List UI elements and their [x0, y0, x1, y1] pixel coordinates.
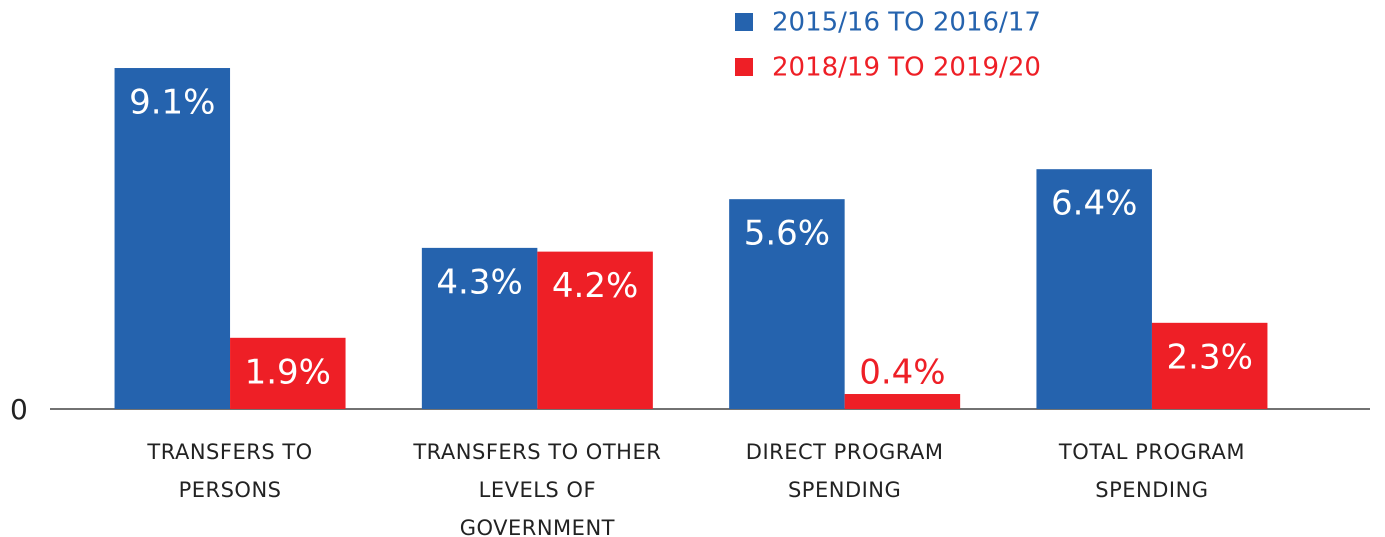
data-label: 1.9%: [245, 352, 331, 392]
data-label: 4.2%: [552, 266, 638, 306]
y-tick-label: 0: [10, 393, 28, 426]
x-tick-label: DIRECT PROGRAM SPENDING: [745, 440, 944, 502]
legend-swatch: [735, 13, 753, 31]
data-label: 6.4%: [1051, 184, 1137, 224]
legend-label: 2018/19 TO 2019/20: [772, 53, 1041, 83]
data-label: 2.3%: [1167, 337, 1253, 377]
data-label: 9.1%: [129, 83, 215, 123]
data-label: 4.3%: [436, 262, 522, 302]
bar: [421, 247, 538, 409]
bar: [1036, 169, 1152, 409]
x-tick-label: TOTAL PROGRAM SPENDING: [1058, 440, 1245, 502]
x-tick-label: TRANSFERS TO PERSONS: [147, 440, 313, 502]
data-label: 0.4%: [859, 353, 945, 393]
data-label: 5.6%: [744, 214, 830, 254]
bar: [844, 394, 961, 409]
bar: [1151, 322, 1268, 409]
x-tick-label: TRANSFERS TO OTHER LEVELS OF GOVERNMENT: [413, 440, 662, 537]
bar: [729, 199, 845, 409]
bar: [537, 251, 653, 409]
bar: [230, 337, 346, 409]
legend-label: 2015/16 TO 2016/17: [772, 8, 1041, 38]
legend-swatch: [735, 58, 753, 76]
bar: [114, 68, 231, 409]
